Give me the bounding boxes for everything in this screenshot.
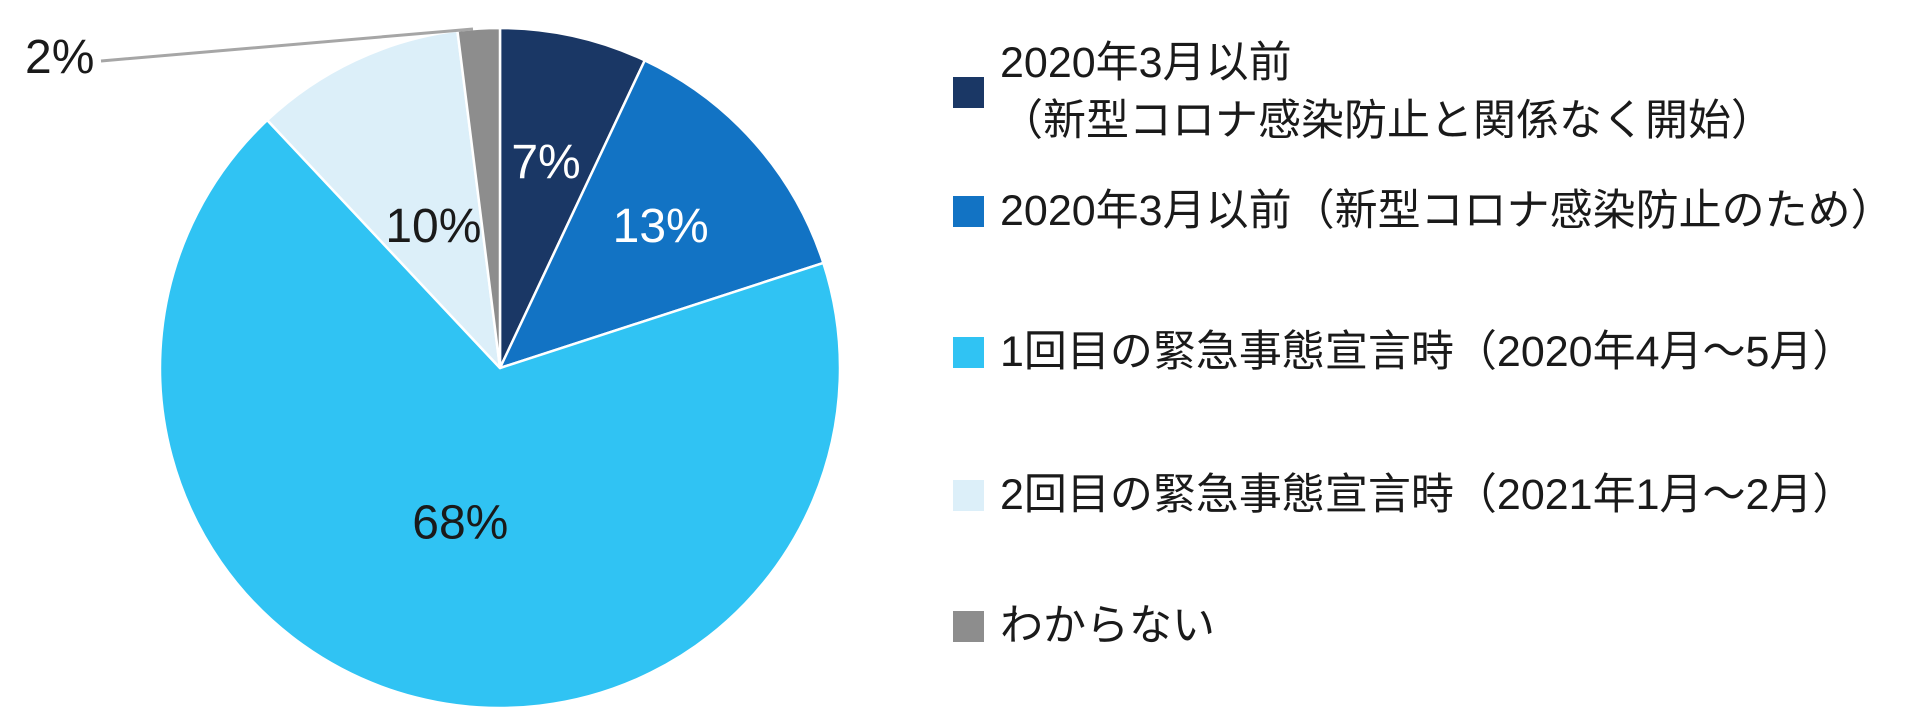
pie-label-7%: 7% bbox=[511, 136, 580, 189]
pie-label-2%: 2% bbox=[25, 31, 94, 84]
legend-label: わからない bbox=[1000, 602, 1215, 650]
legend-swatch-icon bbox=[953, 336, 984, 368]
legend-swatch-icon bbox=[953, 195, 984, 227]
pie-label-10%: 10% bbox=[385, 200, 481, 253]
legend-item-2: 2020年3月以前（新型コロナ感染防止のため） bbox=[953, 182, 1894, 240]
legend-label: 2回目の緊急事態宣言時（2021年1月～2月） bbox=[1000, 471, 1856, 519]
legend-label: 2020年3月以前（新型コロナ感染防止のため） bbox=[1000, 187, 1894, 235]
legend-item-3: 1回目の緊急事態宣言時（2020年4月～5月） bbox=[953, 323, 1855, 381]
legend-swatch-icon bbox=[953, 479, 984, 511]
pie-label-68%: 68% bbox=[412, 496, 508, 549]
legend-label: 1回目の緊急事態宣言時（2020年4月～5月） bbox=[1000, 328, 1856, 376]
legend-label: 2020年3月以前 （新型コロナ感染防止と関係なく開始） bbox=[1000, 39, 1774, 145]
leader-line bbox=[100, 27, 474, 63]
legend-swatch-icon bbox=[953, 76, 984, 108]
pie-slice-1 bbox=[498, 26, 647, 370]
pie-label-13%: 13% bbox=[613, 200, 709, 253]
legend-item-4: 2回目の緊急事態宣言時（2021年1月～2月） bbox=[953, 466, 1855, 524]
legend-item-1: 2020年3月以前 （新型コロナ感染防止と関係なく開始） bbox=[953, 34, 1774, 150]
legend-swatch-icon bbox=[953, 610, 984, 642]
pie-slice-3 bbox=[158, 118, 842, 710]
legend-item-5: わからない bbox=[953, 597, 1215, 655]
pie-slice-2 bbox=[498, 59, 825, 370]
